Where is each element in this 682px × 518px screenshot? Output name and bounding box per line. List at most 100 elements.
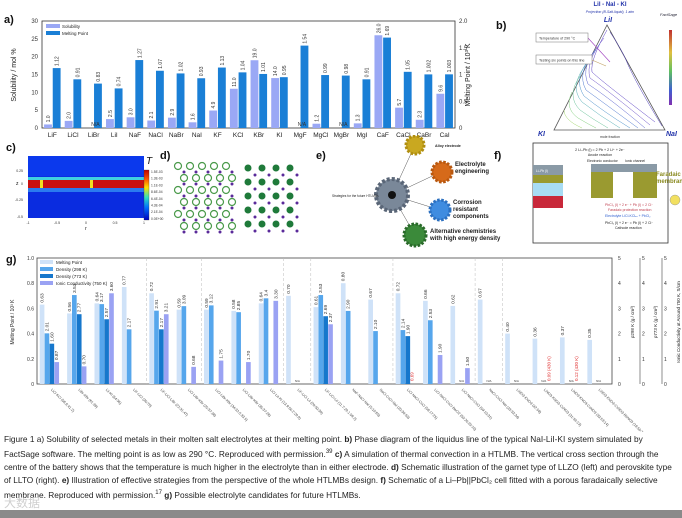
value-label: 0.36 <box>532 327 538 337</box>
melting-point-bar <box>259 73 268 128</box>
llzo-polyhedron <box>173 209 183 219</box>
value-label: 0.77 <box>122 275 128 285</box>
solubility-bar <box>415 119 424 128</box>
panel-d-label: d) <box>160 150 171 162</box>
llzo-atom <box>194 182 198 186</box>
llto-atom <box>267 173 271 177</box>
llzo-atom <box>230 170 234 174</box>
y2-tick-label: 3 <box>642 306 645 312</box>
melting-point-bar <box>114 88 123 128</box>
llzo-atom <box>182 170 186 174</box>
bar-density-298-k- <box>427 320 433 384</box>
value-label: 3.4 <box>264 289 270 296</box>
value-label: 0.72 <box>149 282 155 292</box>
strategy-center-label: Strategies for the future HTLMBs <box>332 194 379 198</box>
electrolyte-label: Electrolyte LiCl-KClₑₓ + PbCl₂ <box>605 214 651 218</box>
llzo-atom <box>194 218 198 222</box>
llzo-atom <box>182 182 186 186</box>
melting-point-bar <box>155 70 164 128</box>
solubility-bar <box>106 119 114 128</box>
category-label: KCl <box>233 132 244 139</box>
category-label: NaCl-CsCl-NaI (33:33:34) <box>488 388 520 420</box>
llzo-atom <box>194 170 198 174</box>
llzo-atom <box>206 206 210 210</box>
bar-density-298-k- <box>373 331 378 384</box>
bar-melting-point <box>423 300 428 384</box>
llto-octahedron <box>272 206 280 214</box>
legend-swatch <box>40 260 53 264</box>
llto-octahedron <box>244 178 252 186</box>
melting-point-bar <box>94 83 102 128</box>
melting-point-bar <box>300 45 309 128</box>
melting-point-bar <box>383 37 391 128</box>
value-label: N/A <box>569 379 574 383</box>
melting-point-value-label: 1.01 <box>261 62 267 72</box>
legend-melting: Melting Point <box>62 31 89 36</box>
y-axis-label-y4label: Ionic Conductivity at Around 750 K, S/cm <box>676 281 681 363</box>
red-note: 0.09 (430 K) <box>546 356 551 381</box>
caption-g-label: g) <box>164 489 173 500</box>
x-tick: 0.5 <box>113 221 118 225</box>
value-label: 0.56 <box>67 302 73 312</box>
bar-melting-point <box>313 307 319 384</box>
red-note: 0.69 <box>409 372 414 381</box>
value-label: 2.17 <box>127 318 133 328</box>
llzo-polyhedron <box>203 197 213 207</box>
category-label: MgI <box>357 132 368 139</box>
value-label: 1.90 <box>438 343 444 353</box>
bar-melting-point <box>121 286 127 384</box>
bar-density-298-k- <box>44 333 50 384</box>
value-label: 1.75 <box>219 349 225 359</box>
category-label: NaBr <box>169 132 185 139</box>
bar-ionic-conductivity-750-k- <box>437 355 443 384</box>
bar-ionic-conductivity-750-k- <box>465 368 470 384</box>
bar-ionic-conductivity-750-k- <box>163 314 169 384</box>
category-label: LiF <box>48 132 57 139</box>
llto-octahedron <box>258 164 266 172</box>
figure-caption: Figure 1 a) Solubility of selected metal… <box>4 433 680 502</box>
solubility-value-label: N/A <box>339 122 348 128</box>
y-tick: -0.25 <box>15 198 23 202</box>
membrane-label: Faradaic membrane <box>656 172 682 185</box>
value-label: 0.59 <box>176 298 182 308</box>
crystal-structures <box>173 161 299 234</box>
y2-tick-label: 1 <box>459 73 463 79</box>
pointer-line <box>591 59 607 67</box>
melting-point-value-label: 0.91 <box>75 67 81 77</box>
value-label: N/A <box>514 379 519 383</box>
melting-point-bar <box>424 74 433 128</box>
value-label: 3.09 <box>181 294 187 304</box>
llto-octahedron <box>258 192 266 200</box>
melting-point-value-label: 1.69 <box>385 26 391 36</box>
bar-density-773-k- <box>405 336 411 384</box>
colorbar-tick: 2.1E-04 <box>151 210 163 214</box>
melting-point-value-label: 0.99 <box>323 63 329 73</box>
category-label: CaCl <box>396 132 411 139</box>
value-label: 0.37 <box>560 326 566 336</box>
bar-melting-point <box>532 338 538 384</box>
factsage-logo: FactSage <box>660 12 678 17</box>
electrolyte-gear-icon <box>430 160 454 184</box>
llzo-polyhedron <box>191 197 201 207</box>
melting-point-value-label: 1.13 <box>220 56 226 66</box>
value-label: 2.85 <box>236 301 242 311</box>
solubility-bar <box>353 123 362 128</box>
llzo-polyhedron <box>185 185 195 195</box>
llto-octahedron <box>286 164 294 172</box>
bar-ionic-conductivity-750-k- <box>109 293 114 384</box>
llzo-atom <box>230 230 234 234</box>
bar-ionic-conductivity-750-k- <box>81 366 87 384</box>
vertex-lii: LiI <box>604 17 613 24</box>
solubility-bar <box>229 88 238 128</box>
category-label: MgCl <box>313 132 329 139</box>
value-label: 2.57 <box>104 308 110 318</box>
y2-tick-label: 4 <box>618 281 621 287</box>
y2-tick-label: 4 <box>642 281 645 287</box>
caption-figure-number: Figure 1 <box>4 434 35 444</box>
llzo-atom <box>230 194 234 198</box>
bar-melting-point <box>258 303 264 384</box>
alternative-gear-icon <box>402 222 428 248</box>
value-label: N/A <box>596 379 601 383</box>
melting-point-value-label: 1.27 <box>137 48 143 58</box>
bar-density-773-k- <box>159 329 164 384</box>
